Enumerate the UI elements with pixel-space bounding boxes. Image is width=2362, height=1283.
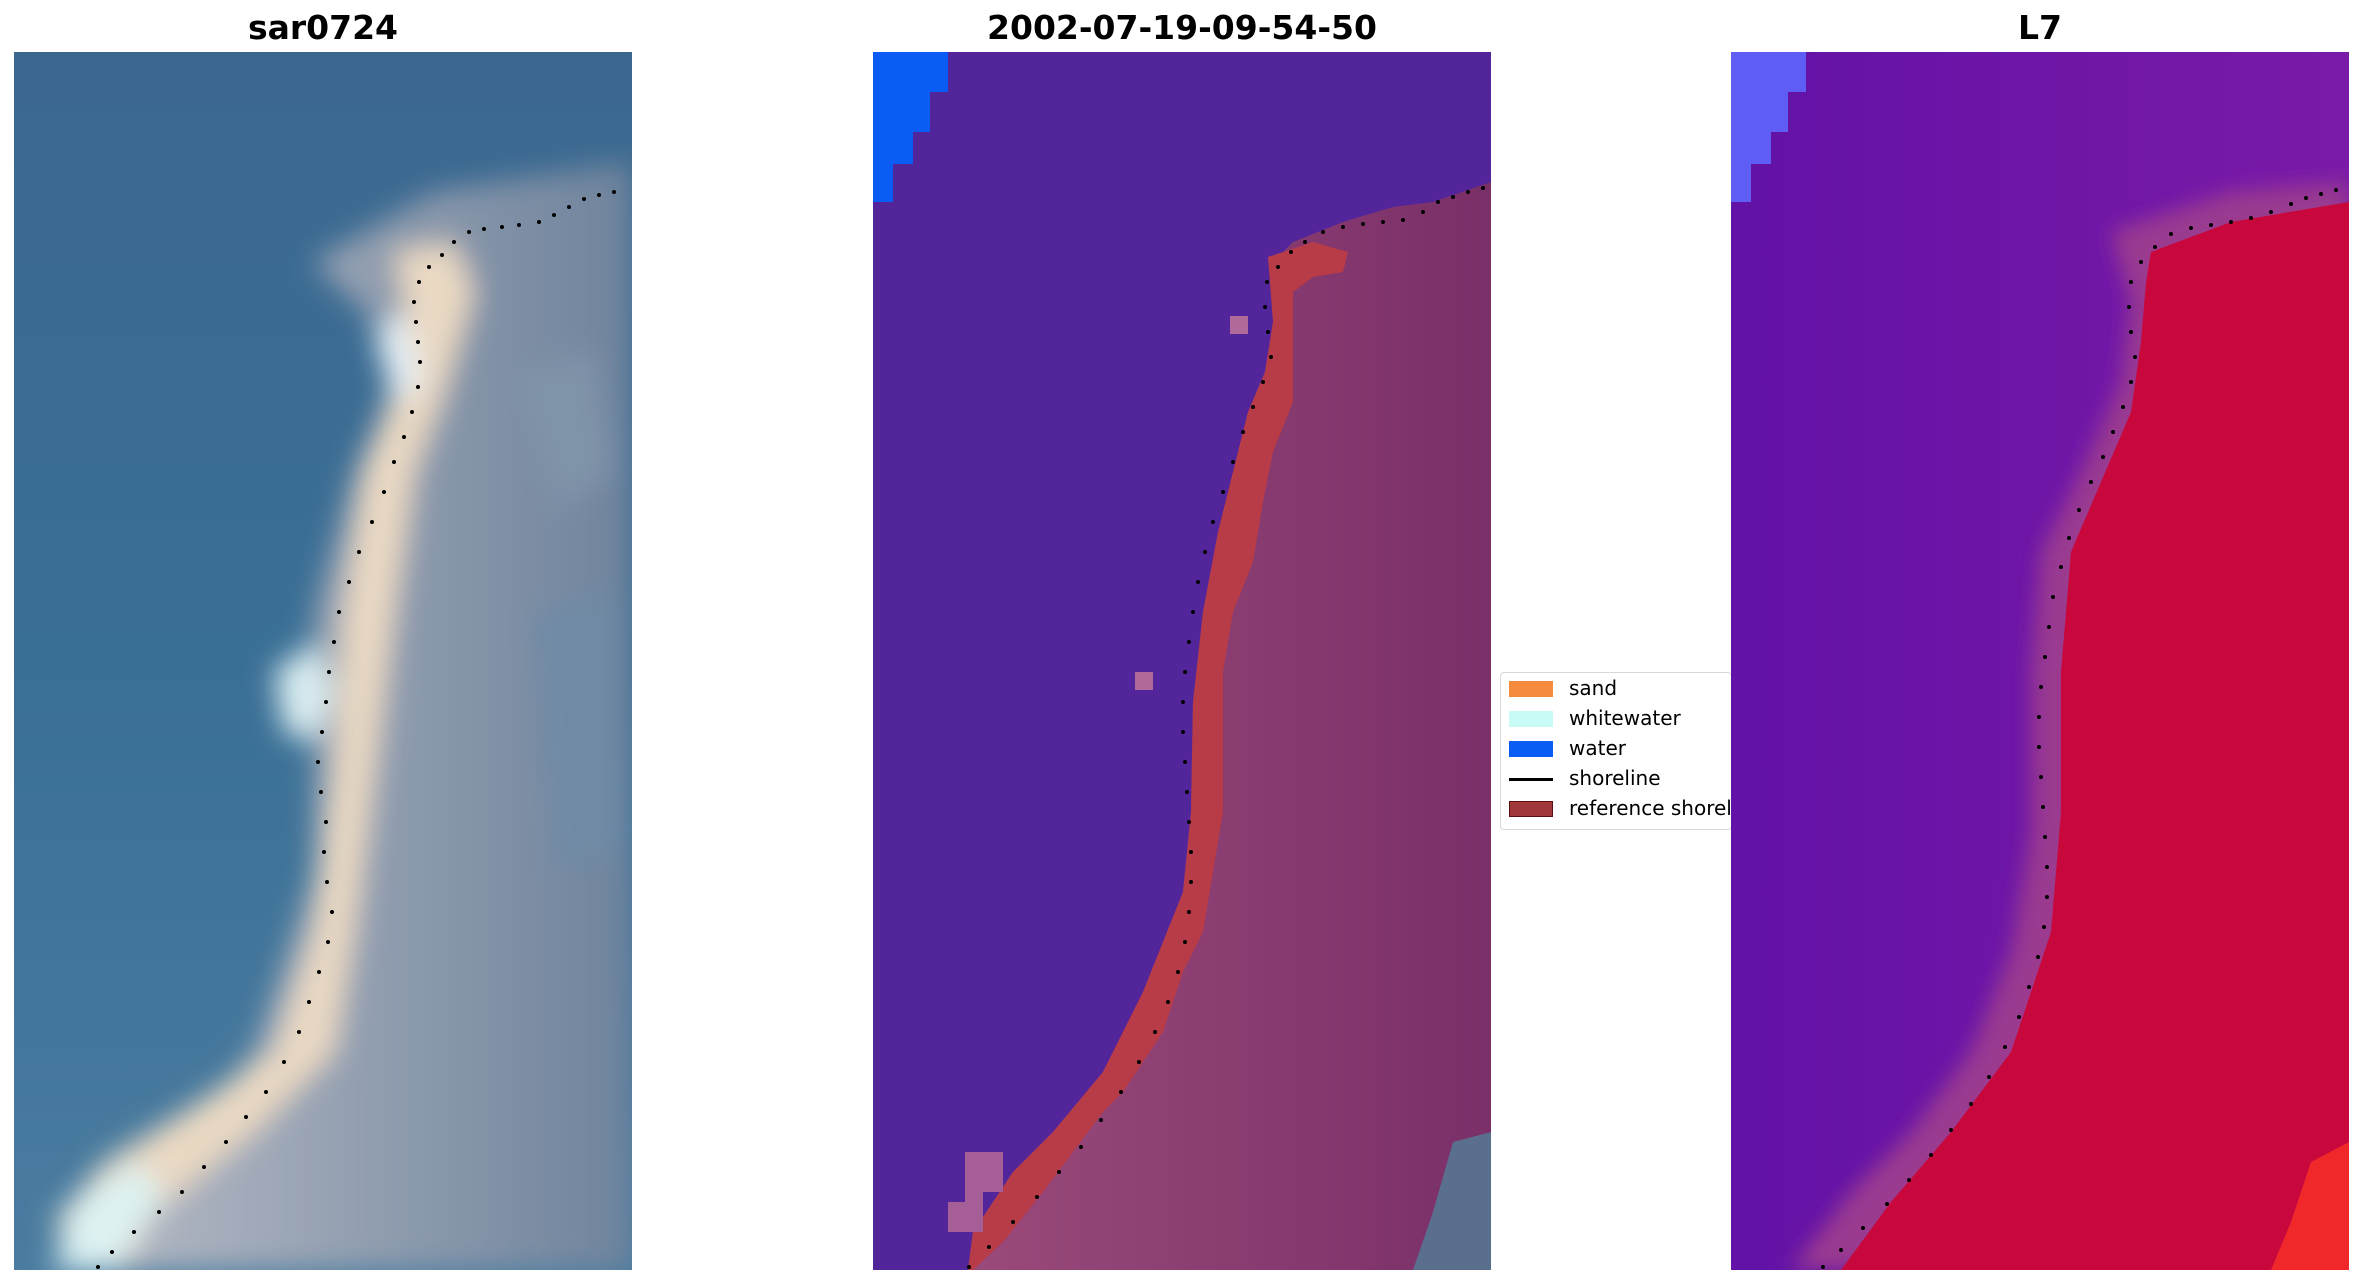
legend-label-whitewater: whitewater	[1569, 706, 1681, 730]
panel-title-classification: 2002-07-19-09-54-50	[987, 8, 1377, 47]
legend-label-sand: sand	[1569, 676, 1618, 700]
rgb-image	[14, 52, 632, 1270]
land-region	[968, 182, 1491, 1270]
panel-title-rgb: sar0724	[247, 8, 399, 47]
reference-shoreline-buffer-swatch	[1509, 801, 1553, 817]
classification-image	[873, 52, 1491, 1270]
land-high-index	[1841, 202, 2349, 1270]
index-panel	[1731, 52, 2349, 1270]
legend-item-reference-shoreline-buffer: reference shoreline buffer	[1501, 793, 1732, 823]
index-image	[1731, 52, 2349, 1270]
legend-label-water: water	[1569, 736, 1626, 760]
legend-label-reference-shoreline-buffer: reference shoreline buffer	[1569, 796, 1732, 820]
legend-item-whitewater: whitewater	[1501, 703, 1731, 733]
classification-panel	[873, 52, 1491, 1270]
water-region	[873, 52, 948, 202]
sand-swatch	[1509, 681, 1553, 697]
whitewater-swatch	[1509, 711, 1553, 727]
legend-label-shoreline: shoreline	[1569, 766, 1661, 790]
legend-item-shoreline: shoreline	[1501, 763, 1731, 793]
legend-item-sand: sand	[1501, 673, 1731, 703]
shoreline-dots	[1821, 188, 2338, 1269]
water-swatch	[1509, 741, 1553, 757]
rgb-image-panel	[14, 52, 632, 1270]
shoreline-dots	[96, 190, 616, 1269]
buffer-region	[968, 242, 1348, 1270]
shoreline-dots	[967, 186, 1485, 1269]
panel-title-index: L7	[2018, 8, 2062, 47]
legend: sand whitewater water shoreline referenc…	[1500, 672, 1732, 830]
legend-item-water: water	[1501, 733, 1731, 763]
shoreline-line	[1509, 778, 1553, 781]
